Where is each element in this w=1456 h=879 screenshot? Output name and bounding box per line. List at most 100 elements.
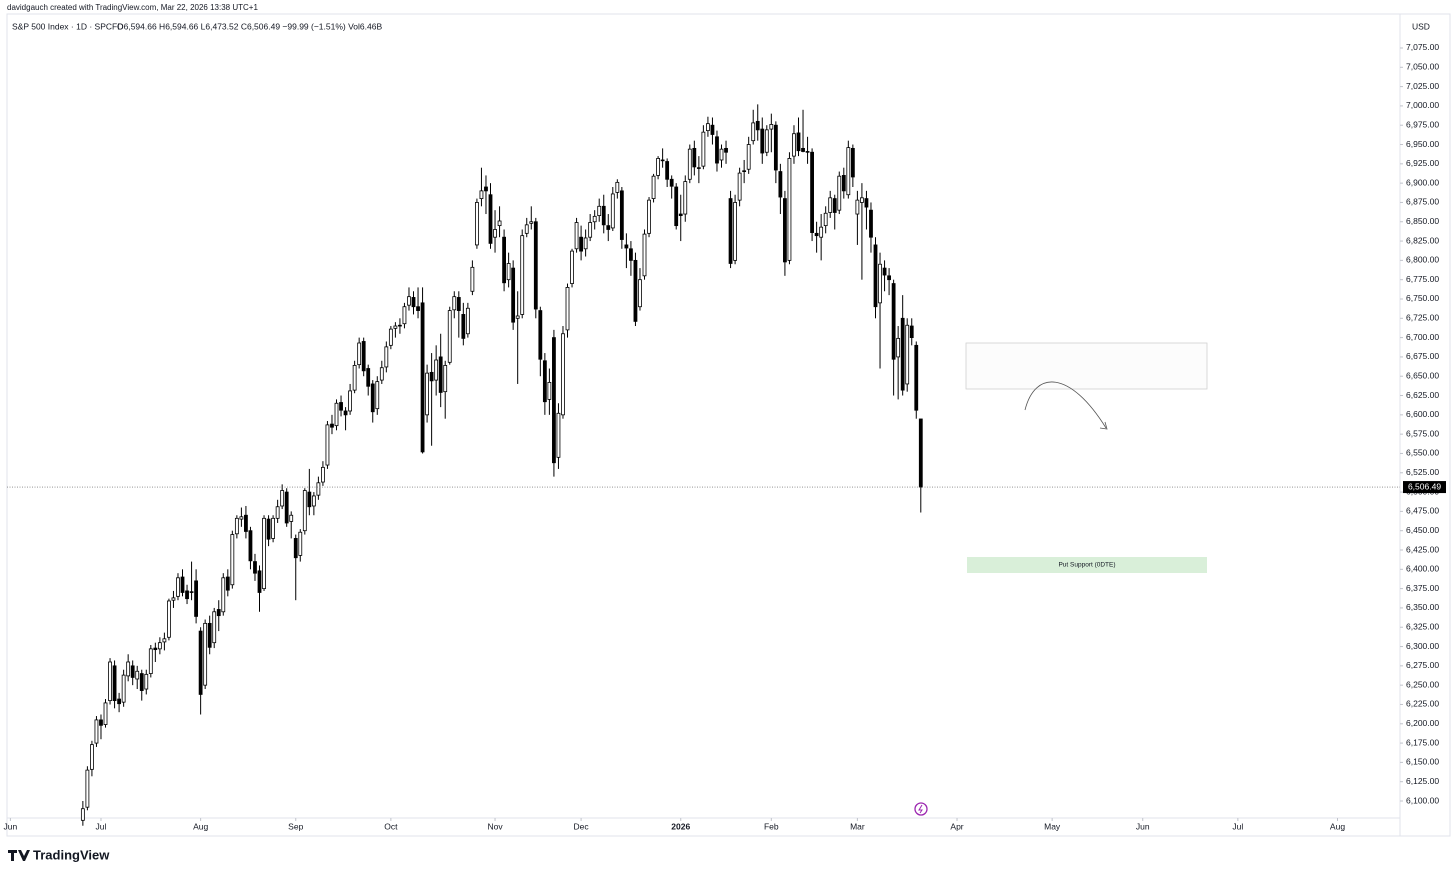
candle-body (407, 296, 411, 306)
symbol-title: S&P 500 Index · 1D · SPCFD (12, 21, 123, 31)
candle-body (293, 538, 298, 559)
candle-body (221, 577, 226, 613)
y-tick-label: 7,075.00 (1406, 42, 1439, 52)
candle-body (850, 147, 855, 178)
x-tick-label: Dec (574, 821, 590, 831)
y-tick-label: 6,875.00 (1406, 197, 1439, 207)
y-tick-label: 6,150.00 (1406, 757, 1439, 767)
x-tick-label: 2026 (671, 821, 690, 831)
y-tick-label: 6,175.00 (1406, 737, 1439, 747)
y-tick-label: 6,825.00 (1406, 235, 1439, 245)
candle-body (819, 226, 824, 238)
candle-body (642, 233, 647, 277)
candle-body (742, 170, 747, 172)
watermark: davidgauch created with TradingView.com,… (7, 3, 258, 12)
y-tick-label: 6,925.00 (1406, 158, 1439, 168)
candle-body (647, 199, 651, 234)
y-tick-label: 6,775.00 (1406, 274, 1439, 284)
candle-body (511, 267, 516, 323)
candle-body (266, 518, 271, 540)
candle-body (90, 744, 94, 770)
candle-body (497, 220, 502, 227)
candle-body (393, 325, 398, 329)
y-tick-label: 6,600.00 (1406, 409, 1439, 419)
candle-body (167, 600, 171, 638)
candle-body (542, 360, 547, 403)
y-tick-label: 6,700.00 (1406, 332, 1439, 342)
y-tick-label: 6,200.00 (1406, 718, 1439, 728)
candle-body (651, 175, 656, 199)
last-price-tag (1403, 481, 1446, 494)
candle-body (425, 372, 429, 416)
candle-body (787, 158, 792, 261)
candle-body (891, 283, 896, 360)
candle-body (289, 514, 294, 522)
candle-body (185, 590, 189, 600)
candle-body (284, 491, 289, 524)
y-tick-label: 6,900.00 (1406, 177, 1439, 187)
candle-body (434, 359, 439, 381)
candle-body (207, 622, 212, 648)
candle-body (792, 133, 796, 157)
candle-body (148, 648, 153, 674)
candle-body (669, 178, 674, 187)
candle-body (552, 337, 556, 464)
candle-body (715, 136, 719, 164)
candle-body (307, 491, 312, 508)
y-tick-label: 6,375.00 (1406, 583, 1439, 593)
candle-body (882, 267, 887, 276)
candle-body (515, 315, 520, 319)
candle-body (153, 647, 158, 651)
candle-body (873, 244, 878, 308)
candle-body (801, 147, 805, 152)
candle-body (561, 333, 565, 416)
candle-body (810, 151, 814, 233)
y-tick-label: 6,100.00 (1406, 795, 1439, 805)
candle-body (316, 482, 321, 496)
y-tick-label: 6,625.00 (1406, 390, 1439, 400)
candle-body (461, 314, 466, 339)
candle-body (706, 123, 710, 132)
x-tick-label: Aug (193, 821, 208, 831)
candle-body (615, 181, 620, 193)
candle-body (298, 531, 303, 556)
candle-body (280, 490, 285, 507)
candle-body (357, 342, 362, 366)
candle-body (479, 190, 484, 199)
candle-body (533, 221, 538, 310)
candle-body (384, 346, 389, 368)
brand-logo (8, 850, 30, 861)
y-tick-label: 6,650.00 (1406, 370, 1439, 380)
y-tick-label: 6,425.00 (1406, 544, 1439, 554)
candle-body (257, 570, 262, 593)
candle-body (737, 172, 742, 201)
candle-body (475, 202, 479, 246)
candle-body (823, 212, 828, 227)
candle-body (411, 297, 416, 308)
candle-body (692, 147, 697, 168)
candle-body (80, 808, 85, 821)
candle-body (629, 248, 633, 261)
y-tick-label: 6,800.00 (1406, 255, 1439, 265)
y-tick-label: 6,400.00 (1406, 564, 1439, 574)
candle-body (352, 365, 357, 391)
candle-body (420, 302, 425, 453)
candle-body (330, 423, 334, 428)
candle-body (597, 205, 602, 216)
candle-body (311, 495, 316, 507)
candle-body (103, 702, 108, 725)
support-zone (967, 557, 1207, 573)
candle-body (674, 186, 679, 227)
candle-body (348, 390, 352, 412)
candle-body (583, 237, 588, 250)
candle-body (203, 622, 208, 686)
candle-body (538, 310, 543, 360)
candle-body (321, 466, 325, 483)
candle-body (574, 222, 579, 250)
x-tick-label: Jun (4, 821, 18, 831)
x-tick-label: Feb (764, 821, 779, 831)
candle-body (733, 202, 737, 261)
candle-body (565, 287, 570, 331)
candle-body (860, 197, 864, 203)
candle-body (601, 205, 606, 226)
